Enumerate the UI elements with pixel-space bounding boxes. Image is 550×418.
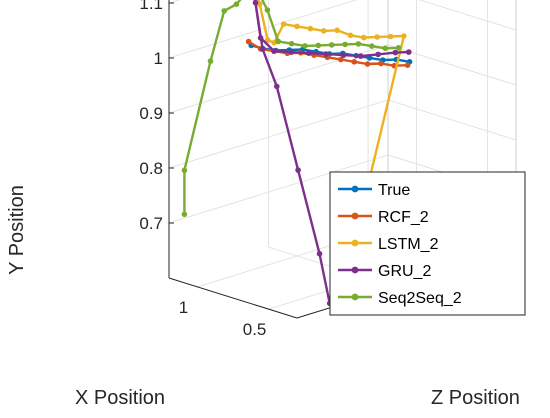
x-tick-labels: 10.5 xyxy=(179,298,267,339)
data-point xyxy=(264,7,271,13)
data-point xyxy=(288,49,295,55)
series-line xyxy=(257,0,406,228)
data-point xyxy=(274,83,280,90)
y-tick-label: 0.7 xyxy=(139,214,163,233)
data-point xyxy=(257,35,264,41)
y-tick-labels: 0.7 0.8 0.9 1 1.1 xyxy=(139,0,174,233)
data-point xyxy=(245,38,252,45)
data-point xyxy=(406,49,412,55)
legend-label: GRU_2 xyxy=(378,263,431,280)
series-seq2seq-2 xyxy=(181,0,402,218)
legend-marker xyxy=(351,185,359,193)
data-point xyxy=(328,42,335,48)
data-point xyxy=(375,51,381,58)
data-point xyxy=(387,33,394,40)
data-point xyxy=(323,51,329,57)
data-point xyxy=(340,52,347,58)
data-point xyxy=(316,250,323,257)
series-line xyxy=(253,0,409,304)
x-axis-label: X Position xyxy=(75,387,165,409)
x-tick-label: 0.5 xyxy=(243,320,267,339)
data-point xyxy=(264,37,271,43)
grid-line xyxy=(168,99,389,169)
grid-line xyxy=(387,99,517,141)
series-group xyxy=(181,0,413,307)
data-point xyxy=(259,46,266,52)
data-point xyxy=(181,211,188,218)
data-point xyxy=(369,43,375,49)
y-tick-label: 1.1 xyxy=(139,0,163,13)
data-point xyxy=(302,43,308,49)
x-tick-label: 1 xyxy=(179,298,188,317)
data-point xyxy=(395,45,402,51)
data-point xyxy=(351,59,358,65)
legend-marker xyxy=(351,239,359,247)
legend-label: LSTM_2 xyxy=(378,236,439,253)
data-point xyxy=(315,42,322,49)
data-point xyxy=(338,56,344,63)
data-point xyxy=(357,53,364,59)
data-point xyxy=(181,167,188,174)
grid-line xyxy=(168,0,358,59)
legend-marker xyxy=(351,293,359,301)
legend: True RCF_2 LSTM_2 GRU_2 Seq2Seq_2 xyxy=(329,171,526,316)
series-gru-2 xyxy=(252,0,412,307)
grid-line xyxy=(418,0,517,31)
data-point xyxy=(364,61,371,67)
legend-label: RCF_2 xyxy=(378,209,429,226)
data-point xyxy=(347,32,354,39)
data-point xyxy=(305,50,312,56)
y-axis-label: Y Position xyxy=(6,185,28,275)
z-axis-label: Z Position xyxy=(431,387,520,409)
data-point xyxy=(334,27,340,34)
data-point xyxy=(233,1,240,8)
legend-marker xyxy=(351,266,359,274)
data-point xyxy=(374,34,381,40)
legend-label: True xyxy=(378,182,410,199)
data-point xyxy=(207,58,214,64)
legend-label: Seq2Seq_2 xyxy=(378,290,462,307)
legend-marker xyxy=(351,212,359,220)
data-point xyxy=(404,62,411,68)
data-point xyxy=(355,41,362,47)
data-point xyxy=(361,34,367,41)
data-point xyxy=(256,1,263,7)
data-point xyxy=(307,25,314,32)
x-axis-line xyxy=(168,277,298,319)
data-point xyxy=(382,45,389,52)
series-lstm-2 xyxy=(256,0,407,230)
y-tick-label: 0.8 xyxy=(139,159,163,178)
data-point xyxy=(320,28,327,34)
data-point xyxy=(401,33,407,39)
y-tick-label: 0.9 xyxy=(139,104,163,123)
data-point xyxy=(252,0,259,6)
data-point xyxy=(288,40,295,47)
data-point xyxy=(280,21,287,27)
data-point xyxy=(295,167,301,173)
data-point xyxy=(271,48,277,54)
data-point xyxy=(221,8,227,14)
data-point xyxy=(294,23,300,30)
data-point xyxy=(378,60,384,67)
grid-line xyxy=(168,154,389,224)
data-point xyxy=(392,49,399,56)
data-point xyxy=(275,38,282,45)
y-tick-label: 1 xyxy=(154,49,163,68)
data-point xyxy=(342,41,348,48)
